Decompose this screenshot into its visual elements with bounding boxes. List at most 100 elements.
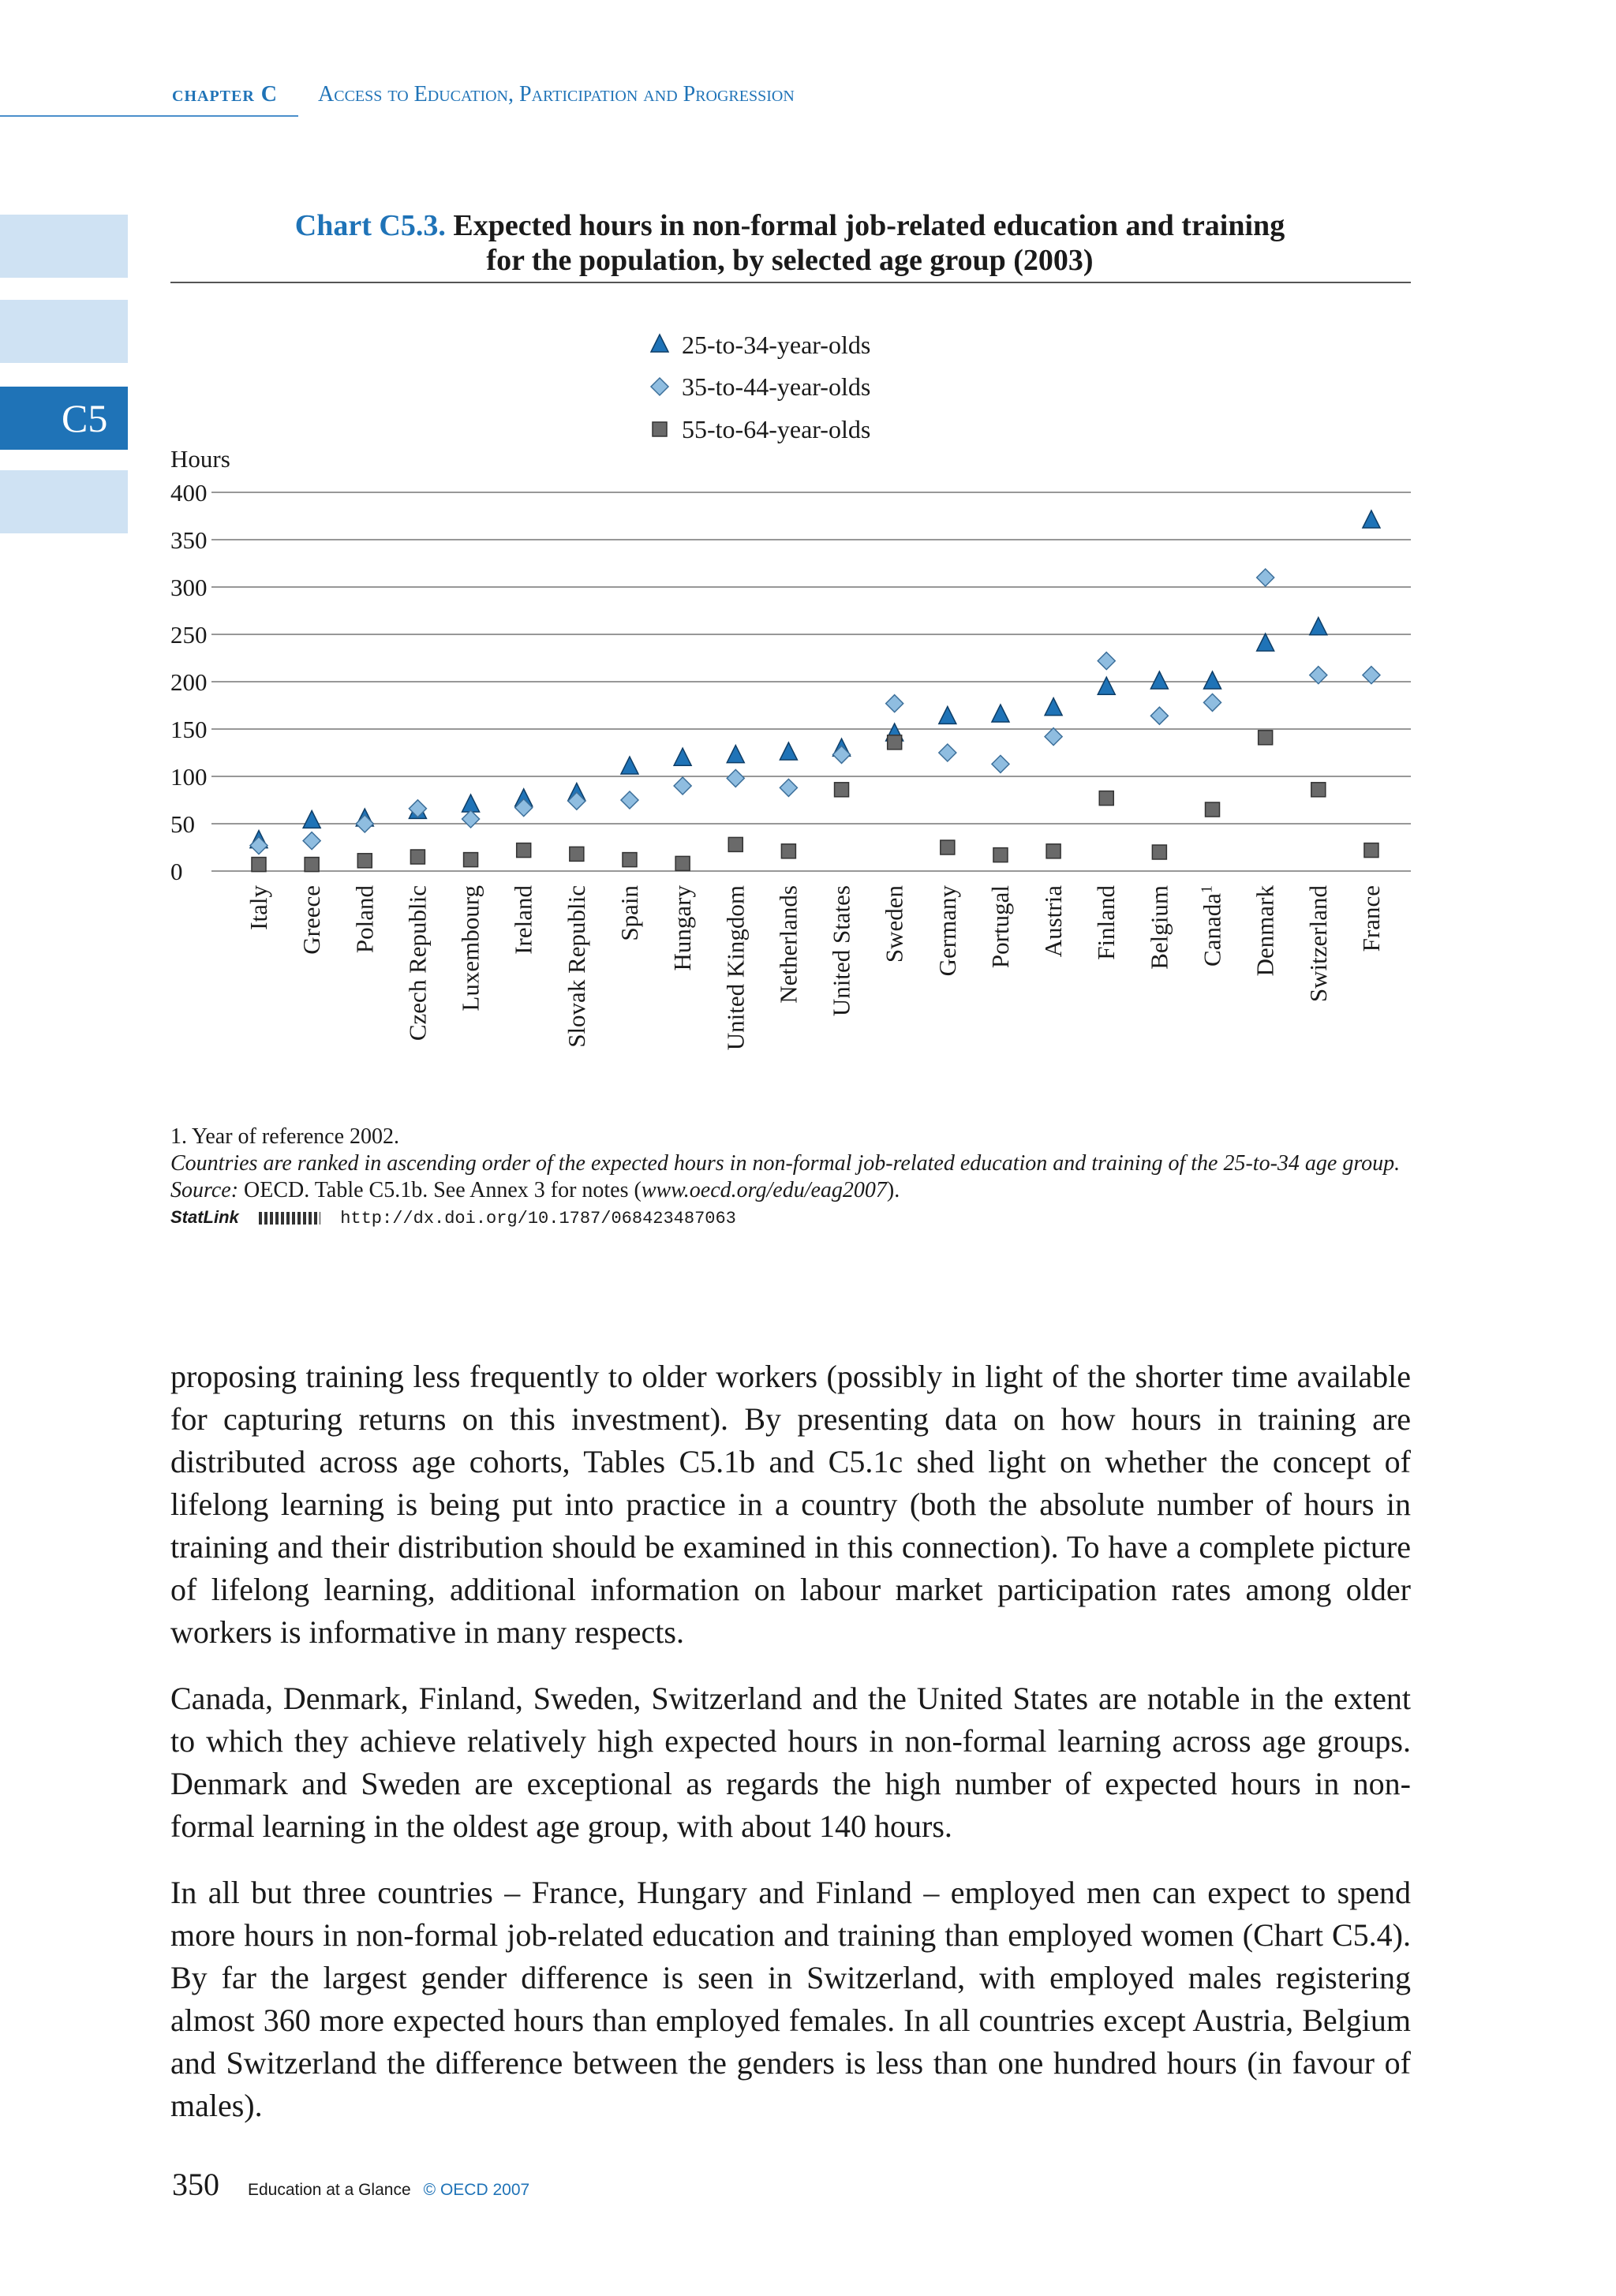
source-end: ). xyxy=(886,1178,900,1202)
y-tick-label: 0 xyxy=(170,858,183,885)
chapter-label: chapter C xyxy=(172,82,279,107)
data-point xyxy=(937,742,957,763)
paragraph: In all but three countries – France, Hun… xyxy=(170,1875,1411,2123)
data-point xyxy=(1257,730,1274,746)
data-point xyxy=(1361,665,1382,685)
data-point xyxy=(251,856,267,873)
page-footer: 350 Education at a Glance © OECD 2007 xyxy=(172,2166,529,2203)
x-tick-label: Sweden xyxy=(881,885,908,963)
source-note: Source: OECD. Table C5.1b. See Annex 3 f… xyxy=(170,1177,1411,1204)
side-tab-label: C5 xyxy=(62,396,108,440)
x-tick-label: Germany xyxy=(933,885,961,977)
legend-marker xyxy=(652,421,668,437)
x-tick-label: Portugal xyxy=(986,885,1014,968)
y-tick-label: 100 xyxy=(170,763,208,791)
legend-entry: 55-to-64-year-olds xyxy=(682,415,870,443)
data-point xyxy=(462,851,479,868)
data-point xyxy=(1097,651,1117,671)
data-point xyxy=(779,778,799,798)
source-label: Source: xyxy=(170,1178,239,1202)
data-point xyxy=(993,847,1008,863)
data-point xyxy=(569,846,585,862)
data-point xyxy=(355,813,375,834)
data-point xyxy=(1097,675,1117,695)
chart-number: Chart C5.3. xyxy=(294,209,446,242)
data-point xyxy=(1255,567,1275,588)
header-rule xyxy=(0,115,298,117)
data-point xyxy=(1044,727,1064,746)
chart-title-line2: for the population, by selected age grou… xyxy=(486,244,1094,277)
side-tab xyxy=(0,470,128,533)
x-tick-label: Luxembourg xyxy=(457,885,484,1012)
statlink-label: StatLink xyxy=(170,1207,239,1227)
y-tick-label: 300 xyxy=(170,574,208,601)
data-point xyxy=(619,790,640,810)
x-tick-label: Canada1 xyxy=(1199,885,1226,967)
chart-title-line1: Expected hours in non-formal job-related… xyxy=(453,209,1285,242)
y-tick-label: 250 xyxy=(170,621,208,649)
paragraph: proposing training less frequently to ol… xyxy=(170,1359,1411,1650)
data-point xyxy=(940,839,956,855)
data-point xyxy=(515,842,532,858)
ranking-note: Countries are ranked in ascending order … xyxy=(170,1151,1401,1176)
statlink-url[interactable]: http://dx.doi.org/10.1787/068423487063 xyxy=(340,1209,736,1228)
data-point xyxy=(1364,842,1379,858)
scatter-chart: Hours 0 50 100 150 200 250 300 350 400 25-to-34-ye… xyxy=(170,331,1411,1050)
data-point xyxy=(990,754,1011,774)
data-point xyxy=(619,755,640,775)
x-tick-label: Spain xyxy=(615,885,643,941)
x-tick-label: United Kingdom xyxy=(721,885,749,1050)
y-tick-label: 50 xyxy=(170,810,195,838)
data-point xyxy=(726,768,746,788)
x-tick-label: Switzerland xyxy=(1304,885,1332,1003)
running-header: chapter C Access to Education, Participa… xyxy=(172,82,795,107)
data-point xyxy=(673,776,693,796)
data-point xyxy=(1151,844,1168,860)
paragraph: Canada, Denmark, Finland, Sweden, Switze… xyxy=(170,1681,1411,1844)
y-tick-label: 350 xyxy=(170,526,208,554)
x-tick-label: Poland xyxy=(350,885,378,954)
data-point xyxy=(1361,509,1382,529)
data-point xyxy=(1203,693,1222,712)
data-point xyxy=(1311,782,1326,798)
x-tick-label: Belgium xyxy=(1145,885,1173,970)
data-point xyxy=(357,853,373,869)
y-axis-label: Hours xyxy=(170,445,230,473)
y-tick-label: 150 xyxy=(170,716,208,743)
data-point xyxy=(302,831,322,851)
legend-marker xyxy=(649,376,670,397)
statlink: StatLink http://dx.doi.org/10.1787/06842… xyxy=(170,1204,1411,1232)
title-rule xyxy=(170,282,1411,283)
data-point xyxy=(1098,790,1114,806)
data-point xyxy=(1150,670,1169,690)
x-tick-label: Denmark xyxy=(1251,885,1279,977)
data-point xyxy=(885,694,904,713)
x-tick-label: Italy xyxy=(245,885,272,930)
x-tick-label: Austria xyxy=(1039,885,1067,958)
source-link[interactable]: www.oecd.org/edu/eag2007 xyxy=(641,1178,887,1202)
data-point xyxy=(249,836,269,855)
legend-entry: 35-to-44-year-olds xyxy=(682,372,870,401)
data-point xyxy=(304,856,320,873)
data-point xyxy=(780,843,797,859)
x-tick-label: Hungary xyxy=(668,885,696,971)
data-point xyxy=(1203,670,1222,690)
data-point xyxy=(1043,696,1064,716)
side-tab xyxy=(0,300,128,363)
data-point xyxy=(461,793,481,813)
side-tab xyxy=(0,215,128,278)
data-point xyxy=(886,735,903,750)
section-title: Access to Education, Participation and P… xyxy=(318,82,795,107)
x-tick-label: Greece xyxy=(297,885,325,955)
data-point xyxy=(937,705,958,725)
x-tick-label: Finland xyxy=(1092,885,1120,960)
data-point xyxy=(833,782,850,798)
side-tab-active: C5 xyxy=(0,387,128,450)
data-point xyxy=(726,743,746,764)
data-point xyxy=(408,798,428,818)
data-point xyxy=(461,809,481,829)
x-tick-label: Slovak Republic xyxy=(563,885,590,1048)
data-point xyxy=(1255,632,1275,652)
x-tick-label: United States xyxy=(828,885,855,1016)
source-text: OECD. Table C5.1b. See Annex 3 for notes… xyxy=(244,1178,642,1202)
